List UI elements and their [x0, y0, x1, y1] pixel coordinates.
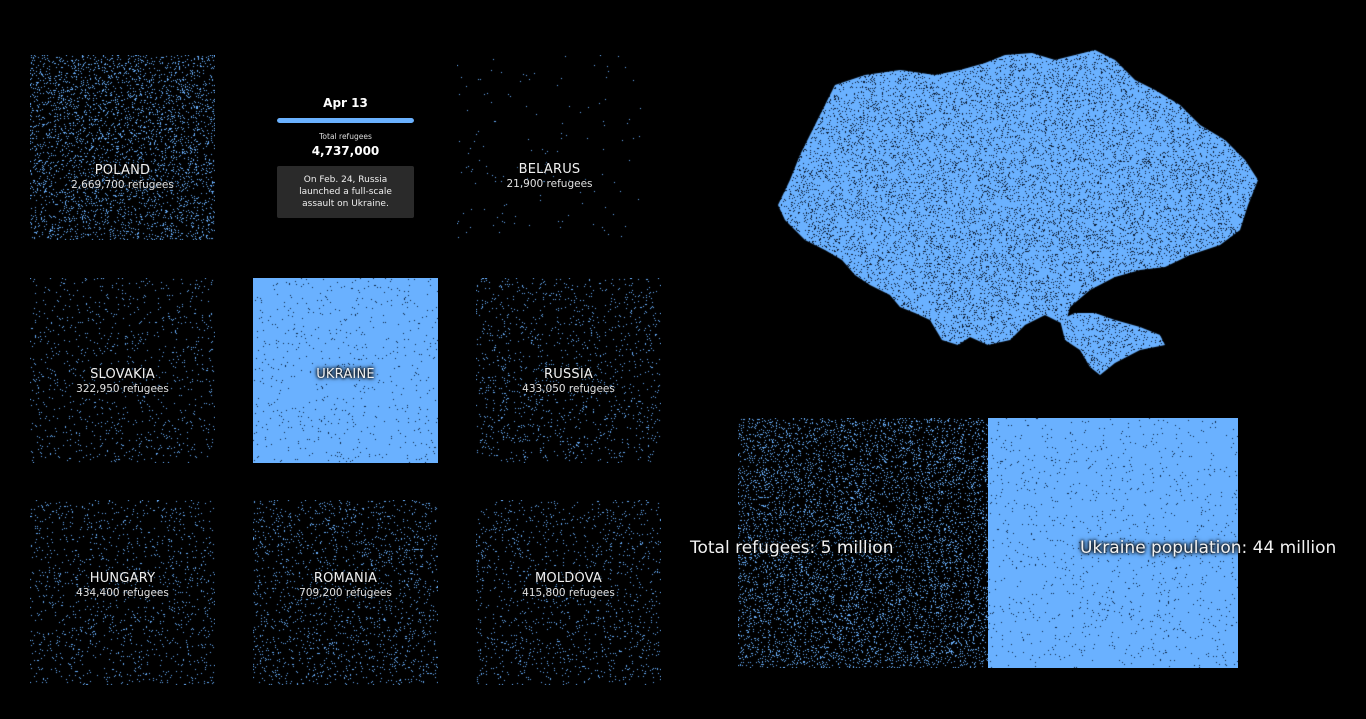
refugee-count: 709,200 refugees — [299, 587, 392, 599]
timeline-date: Apr 13 — [323, 96, 368, 110]
population-square — [988, 418, 1238, 668]
country-name: SLOVAKIA — [90, 367, 155, 382]
tile-moldova: MOLDOVA 415,800 refugees — [476, 500, 661, 685]
population-label: Ukraine population: 44 million — [1080, 538, 1337, 558]
country-name: RUSSIA — [544, 367, 593, 382]
tile-belarus: BELARUS 21,900 refugees — [457, 55, 642, 240]
tile-ukraine: UKRAINE — [253, 278, 438, 463]
refugees-total-label: Total refugees: 5 million — [690, 538, 894, 558]
refugee-count: 415,800 refugees — [522, 587, 615, 599]
tile-slovakia: SLOVAKIA 322,950 refugees — [30, 278, 215, 463]
country-name: MOLDOVA — [534, 571, 603, 586]
dot-field-ukraine — [253, 278, 438, 463]
dot-field-russia — [476, 278, 661, 463]
tile-hungary: HUNGARY 434,400 refugees — [30, 500, 215, 685]
refugees-square — [738, 418, 988, 668]
ukraine-dot-map — [770, 45, 1265, 380]
total-refugees-value: 4,737,000 — [311, 144, 380, 158]
tile-poland: POLAND 2,669,700 refugees — [30, 55, 215, 240]
total-refugees-label: Total refugees — [319, 132, 372, 141]
country-name: HUNGARY — [89, 571, 156, 586]
tile-russia: RUSSIA 433,050 refugees — [476, 278, 661, 463]
timeline-panel: Apr 13 Total refugees 4,737,000 On Feb. … — [277, 96, 414, 218]
refugee-count: 2,669,700 refugees — [71, 179, 174, 191]
dot-field-romania — [253, 500, 438, 685]
dot-field-slovakia — [30, 278, 215, 463]
timeline-progress-bar[interactable] — [277, 118, 414, 123]
refugees-dot-field — [738, 418, 988, 668]
dot-field-hungary — [30, 500, 215, 685]
dot-field-moldova — [476, 500, 661, 685]
dot-field-belarus — [457, 55, 642, 240]
refugee-count: 322,950 refugees — [76, 383, 169, 395]
country-name: POLAND — [94, 163, 151, 178]
country-name: UKRAINE — [316, 367, 375, 382]
country-name: BELARUS — [518, 162, 581, 177]
refugee-count: 433,050 refugees — [522, 383, 615, 395]
tile-romania: ROMANIA 709,200 refugees — [253, 500, 438, 685]
population-dot-field — [988, 418, 1238, 668]
refugee-count: 434,400 refugees — [76, 587, 169, 599]
refugee-count: 21,900 refugees — [506, 178, 593, 190]
dot-field-poland — [30, 55, 215, 240]
event-note: On Feb. 24, Russia launched a full-scale… — [277, 166, 414, 218]
timeline-progress-fill — [277, 118, 414, 123]
country-name: ROMANIA — [313, 571, 378, 586]
